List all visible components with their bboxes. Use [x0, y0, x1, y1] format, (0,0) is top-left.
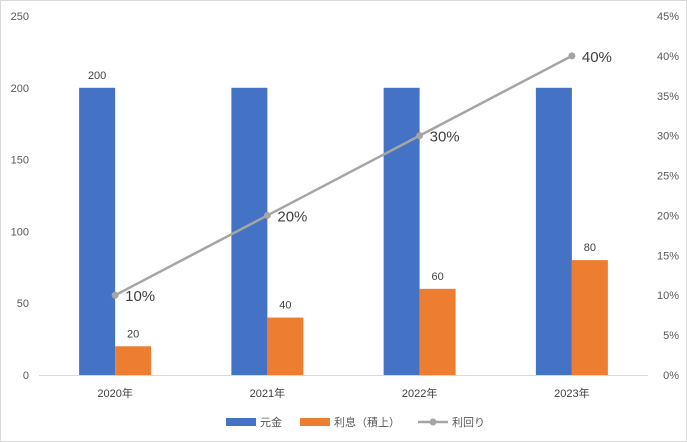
bar-interest — [267, 317, 304, 375]
bar-principal — [383, 87, 420, 376]
y-left-tick-label: 150 — [11, 155, 29, 167]
y-right-tick-label: 45% — [657, 11, 679, 23]
bar-data-label: 40 — [279, 300, 291, 312]
data-labels: 200 20 40 60 80 10% 20% 30% 40% — [88, 49, 612, 340]
y-right-tick-label: 40% — [657, 51, 679, 63]
x-category-label: 2022年 — [402, 386, 437, 400]
legend-swatch-principal — [226, 418, 256, 426]
legend: 元金 利息（積上） 利回り — [226, 415, 485, 429]
yield-point — [416, 132, 424, 140]
bar-interest — [115, 346, 152, 375]
y-right-tick-label: 10% — [657, 290, 679, 302]
x-category-label: 2021年 — [250, 386, 285, 400]
y-right-tick-label: 25% — [657, 171, 679, 183]
yield-data-label: 20% — [277, 208, 307, 225]
yield-data-label: 40% — [582, 49, 612, 66]
y-left-tick-label: 200 — [11, 83, 29, 95]
bar-data-label: 60 — [432, 271, 444, 283]
axes: 0 50 100 150 200 250 0% 5% 10% 15% 20% 25% 30% 35% 40%… — [11, 11, 680, 400]
y-right-tick-label: 30% — [657, 131, 679, 143]
bar-data-label: 80 — [584, 242, 596, 254]
x-category-label: 2023年 — [554, 386, 589, 400]
bar-data-label: 20 — [127, 328, 139, 340]
yield-data-label: 10% — [125, 288, 155, 305]
y-right-tick-label: 5% — [663, 330, 679, 342]
bar-interest — [571, 260, 608, 375]
bar-data-label: 200 — [88, 70, 106, 82]
y-right-tick-label: 20% — [657, 210, 679, 222]
legend-swatch-interest — [300, 418, 330, 426]
legend-label: 利息（積上） — [334, 415, 400, 429]
x-category-label: 2020年 — [97, 386, 132, 400]
yield-point — [111, 291, 119, 299]
y-left-tick-label: 250 — [11, 11, 29, 23]
legend-swatch-yield-marker — [429, 418, 437, 426]
y-right-tick-label: 35% — [657, 91, 679, 103]
y-left-tick-label: 100 — [11, 226, 29, 238]
yield-point — [263, 211, 271, 219]
yield-line-path — [114, 54, 573, 297]
bar-interest — [419, 288, 456, 375]
legend-label: 元金 — [260, 415, 282, 429]
yield-line — [111, 52, 576, 299]
y-right-tick-label: 0% — [663, 370, 679, 382]
yield-point — [568, 52, 576, 60]
bar-principal — [535, 87, 572, 376]
legend-label: 利回り — [452, 416, 485, 429]
y-left-tick-label: 0 — [23, 370, 29, 382]
y-right-tick-label: 15% — [657, 250, 679, 262]
bar-principal — [79, 87, 116, 376]
yield-data-label: 30% — [430, 129, 460, 146]
y-left-tick-label: 50 — [17, 298, 29, 310]
bars — [79, 87, 608, 376]
